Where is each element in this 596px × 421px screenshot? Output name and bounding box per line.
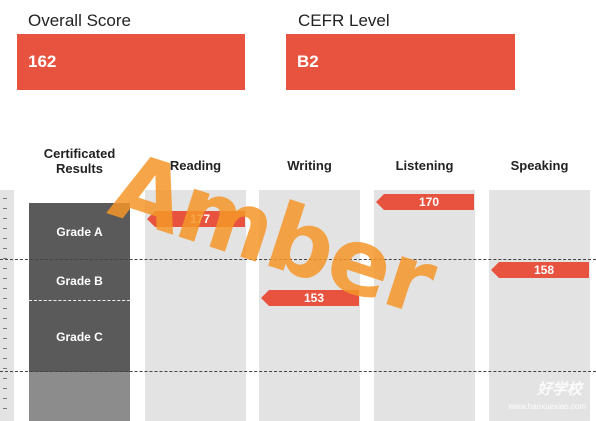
speaking-score-flag: 158 — [491, 262, 589, 278]
site-logo: 好学校 — [536, 381, 582, 398]
column-header-speaking: Speaking — [510, 158, 569, 173]
listening-score-flag: 170 — [376, 194, 474, 210]
axis-ticks — [0, 190, 14, 421]
column-header-certificated: Certificated Results — [43, 146, 116, 176]
column-header-writing: Writing — [287, 158, 332, 173]
reading-column — [145, 190, 246, 421]
grade-b-label: Grade B — [56, 274, 103, 288]
writing-score-flag: 153 — [261, 290, 359, 306]
listening-column — [374, 190, 475, 421]
site-logo-url: www.haoxuexiao.com — [508, 402, 586, 411]
cefr-level-value: B2 — [286, 34, 515, 90]
speaking-column — [489, 190, 590, 421]
column-header-listening: Listening — [395, 158, 454, 173]
overall-score-label: Overall Score — [28, 11, 131, 30]
grade-boundary-b-c — [29, 300, 130, 301]
column-header-reading: Reading — [169, 158, 222, 173]
overall-score-value: 162 — [17, 34, 245, 90]
grade-boundary-c-lower — [0, 371, 596, 372]
reading-score-flag: 177 — [147, 211, 245, 227]
grade-a-label: Grade A — [56, 225, 103, 239]
cefr-level-label: CEFR Level — [298, 11, 390, 30]
certificated-column-lower — [29, 372, 130, 421]
grade-c-label: Grade C — [56, 330, 103, 344]
grade-boundary-a-b — [0, 259, 596, 260]
